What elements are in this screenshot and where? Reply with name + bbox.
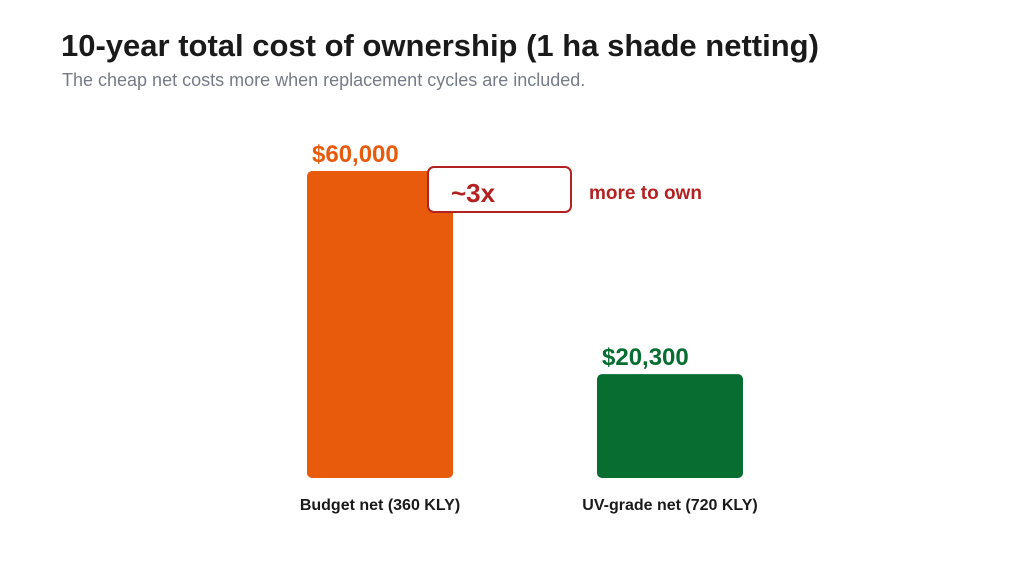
bar-2	[597, 374, 743, 478]
bar-1	[307, 171, 453, 478]
callout-ratio: ~3x	[451, 178, 496, 208]
value-label-2: $20,300	[602, 344, 689, 371]
chart-title: 10-year total cost of ownership (1 ha sh…	[61, 28, 819, 63]
callout-annotation: ~3x more to own	[427, 166, 702, 213]
callout-text: more to own	[589, 183, 702, 204]
callout-box	[427, 166, 572, 213]
category-label-2: UV-grade net (720 KLY)	[582, 497, 757, 514]
value-label-1: $60,000	[312, 141, 399, 168]
bars-layer: $60,000 Budget net (360 KLY) $20,300 UV-gra…	[300, 141, 758, 514]
chart-subtitle: The cheap net costs more when replacemen…	[62, 70, 586, 90]
category-label-1: Budget net (360 KLY)	[300, 497, 460, 514]
